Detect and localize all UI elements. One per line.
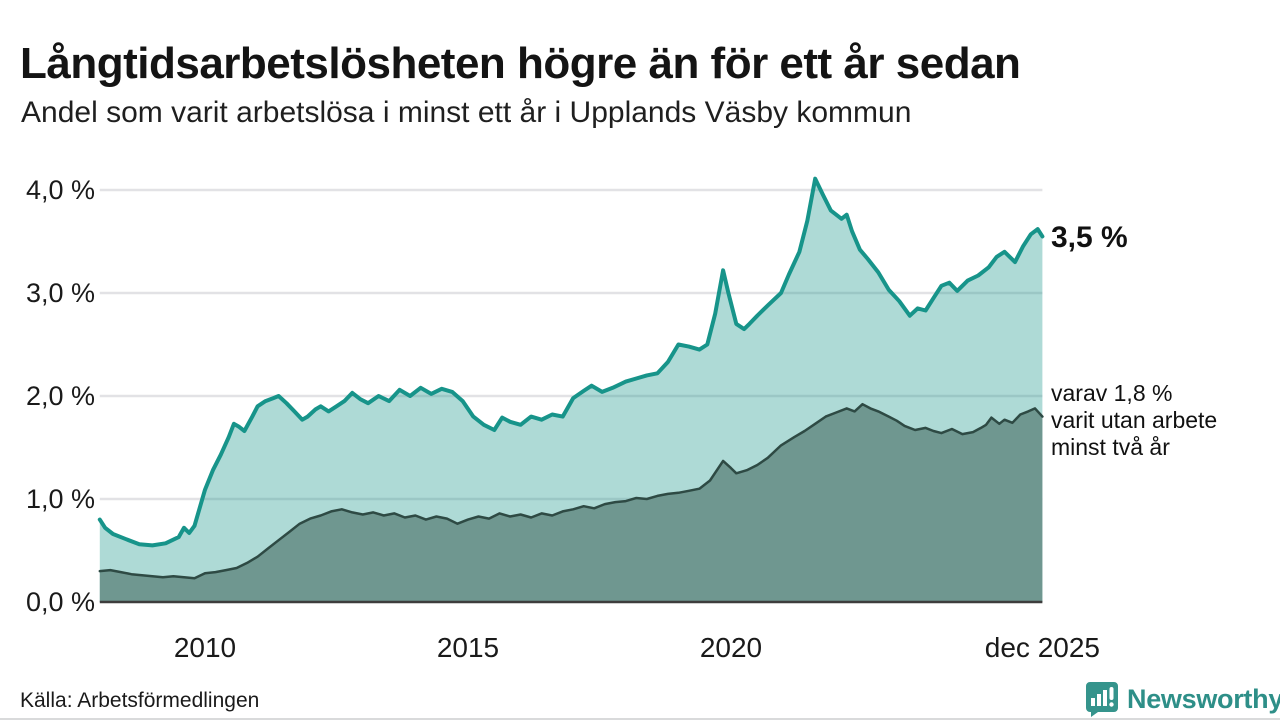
x-tick-label: dec 2025 [985,632,1100,663]
area-fill [99,404,1043,602]
secondary-label-line3: minst två år [1051,434,1170,460]
series-line [97,176,1045,548]
secondary-label-line1: varav 1,8 % [1051,380,1173,406]
bottom-divider [0,718,1280,720]
secondary-value-label: varav 1,8 % varit utan arbete minst två … [1051,380,1217,461]
y-tick-label: 0,0 % [26,587,95,617]
x-tick-label: 2015 [437,632,499,663]
latest-value-label: 3,5 % [1051,221,1128,254]
area-chart: 0,0 % 1,0 % 2,0 % 3,0 % 4,0 % 2010 2015 2020 dec… [0,160,1280,680]
page-title: Långtidsarbetslösheten högre än för ett … [20,39,1021,89]
chart-svg: 0,0 % 1,0 % 2,0 % 3,0 % 4,0 % 2010 2015 2020 dec… [26,175,1100,663]
y-tick-label: 2,0 % [26,381,95,411]
y-tick-label: 1,0 % [26,484,95,514]
y-tick-label: 3,0 % [26,278,95,308]
newsworthy-logo: Newsworthy [1085,681,1280,717]
chart-subtitle: Andel som varit arbetslösa i minst ett å… [21,96,912,129]
secondary-label-line2: varit utan arbete [1051,407,1218,433]
newsworthy-logo-text: Newsworthy [1127,683,1280,714]
series-line [98,402,1044,580]
source-attribution: Källa: Arbetsförmedlingen [20,689,260,712]
x-tick-label: 2010 [174,632,236,663]
y-tick-label: 4,0 % [26,175,95,205]
newsworthy-bubble-chart-icon [1086,682,1118,717]
x-tick-label: 2020 [700,632,762,663]
